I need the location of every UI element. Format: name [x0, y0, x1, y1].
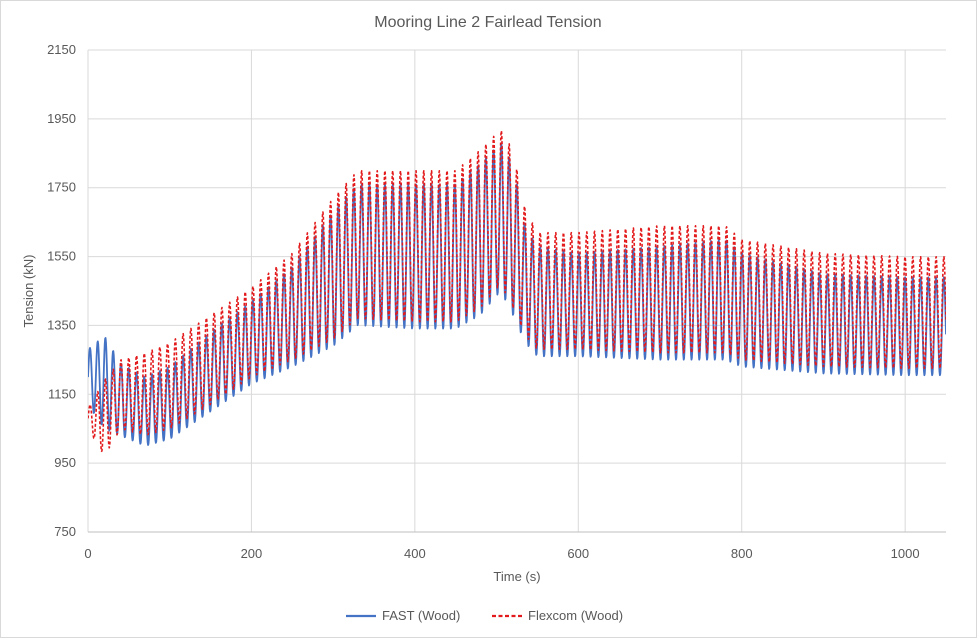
- y-tick-labels: 750 950 1150 1350 1550 1750 1950 2150: [47, 42, 76, 539]
- legend-item-flexcom: Flexcom (Wood): [492, 608, 623, 623]
- x-tick-label: 600: [567, 546, 589, 561]
- x-tick-label: 200: [241, 546, 263, 561]
- y-axis-label: Tension (kN): [21, 255, 36, 328]
- x-tick-label: 800: [731, 546, 753, 561]
- x-tick-label: 0: [84, 546, 91, 561]
- y-tick-label: 1350: [47, 317, 76, 332]
- legend: FAST (Wood) Flexcom (Wood): [346, 608, 623, 623]
- series-group: [88, 130, 946, 453]
- y-tick-label: 1750: [47, 180, 76, 195]
- y-tick-label: 1150: [48, 386, 76, 401]
- y-tick-label: 2150: [47, 42, 76, 57]
- x-tick-label: 1000: [891, 546, 920, 561]
- x-axis-label: Time (s): [493, 569, 540, 584]
- x-tick-label: 400: [404, 546, 426, 561]
- y-tick-label: 1950: [47, 111, 76, 126]
- y-tick-label: 950: [54, 455, 76, 470]
- legend-label-fast: FAST (Wood): [382, 608, 460, 623]
- chart-title: Mooring Line 2 Fairlead Tension: [374, 14, 601, 31]
- legend-item-fast: FAST (Wood): [346, 608, 460, 623]
- y-tick-label: 1550: [47, 249, 76, 264]
- legend-label-flexcom: Flexcom (Wood): [528, 608, 623, 623]
- y-tick-label: 750: [54, 524, 76, 539]
- grid-lines: [87, 49, 946, 533]
- x-tick-labels: 0 200 400 600 800 1000: [84, 546, 919, 561]
